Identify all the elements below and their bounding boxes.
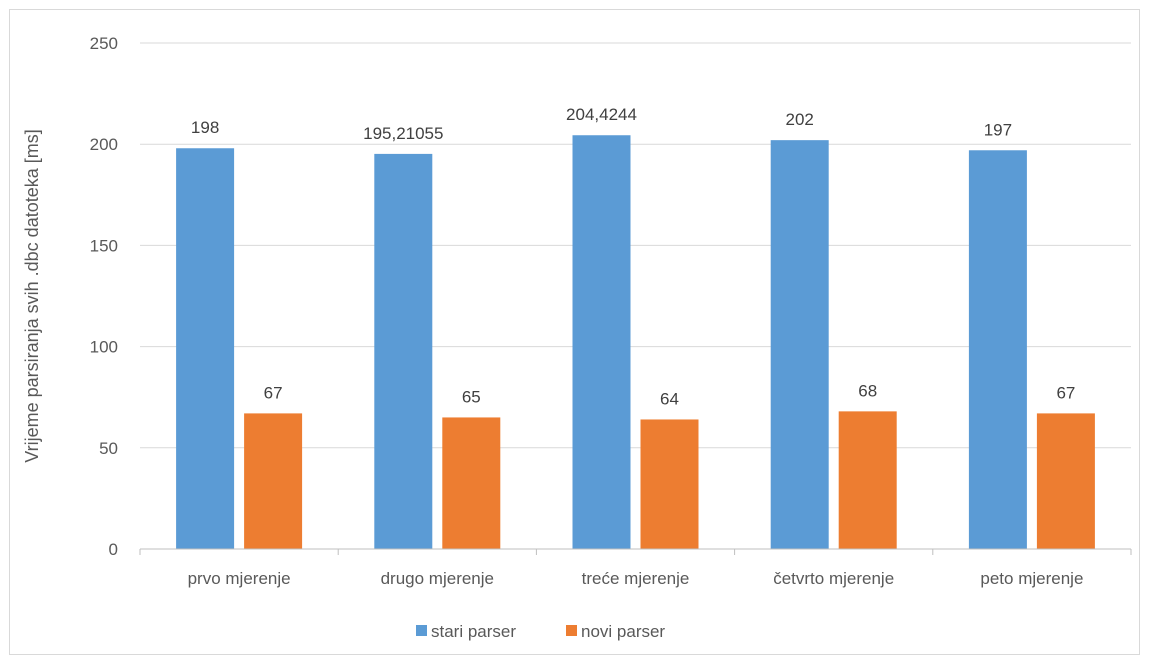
gridlines [140, 42, 1131, 449]
x-axis: prvo mjerenje drugo mjerenje treće mjerenj… [139, 548, 1132, 588]
data-label: 198 [191, 118, 219, 137]
bar-novi-parser [640, 419, 699, 549]
x-category-label: četvrto mjerenje [773, 569, 894, 588]
data-label: 67 [264, 383, 283, 402]
bar-stari-parser [968, 150, 1027, 549]
y-axis-ticks: 0 50 100 150 200 250 [90, 34, 118, 559]
y-tick-label: 100 [90, 338, 118, 357]
data-label: 197 [984, 120, 1012, 139]
legend-swatch [566, 625, 577, 636]
y-tick-label: 50 [99, 439, 118, 458]
data-labels: 198 67 195,21055 65 204,4244 64 202 68 197 67 [191, 105, 1075, 408]
legend-item-novi-parser[interactable]: novi parser [566, 622, 665, 641]
data-label: 195,21055 [363, 124, 443, 143]
legend-label: novi parser [581, 622, 665, 641]
x-category-label: peto mjerenje [980, 569, 1083, 588]
bar-stari-parser [572, 135, 631, 550]
data-label: 65 [462, 387, 481, 406]
data-label: 67 [1056, 383, 1075, 402]
y-tick-label: 0 [109, 540, 118, 559]
x-category-label: prvo mjerenje [188, 569, 291, 588]
bar-stari-parser [374, 153, 433, 549]
y-tick-label: 200 [90, 135, 118, 154]
y-tick-label: 250 [90, 34, 118, 53]
bar-stari-parser [176, 148, 235, 550]
legend-label: stari parser [431, 622, 516, 641]
bar-novi-parser [442, 417, 501, 549]
bar-novi-parser [838, 411, 897, 549]
y-tick-label: 150 [90, 236, 118, 255]
y-axis-title: Vrijeme parsiranja svih .dbc datoteka [m… [22, 129, 42, 462]
bar-novi-parser [244, 413, 303, 549]
x-category-label: drugo mjerenje [381, 569, 494, 588]
bar-novi-parser [1036, 413, 1095, 549]
x-category-label: treće mjerenje [582, 569, 690, 588]
data-label: 64 [660, 389, 679, 408]
bar-stari-parser [770, 140, 829, 550]
data-label: 68 [858, 381, 877, 400]
bars [176, 135, 1095, 550]
legend-item-stari-parser[interactable]: stari parser [416, 622, 516, 641]
data-label: 204,4244 [566, 105, 637, 124]
data-label: 202 [786, 110, 814, 129]
legend[interactable]: stari parser novi parser [416, 622, 665, 641]
legend-swatch [416, 625, 427, 636]
